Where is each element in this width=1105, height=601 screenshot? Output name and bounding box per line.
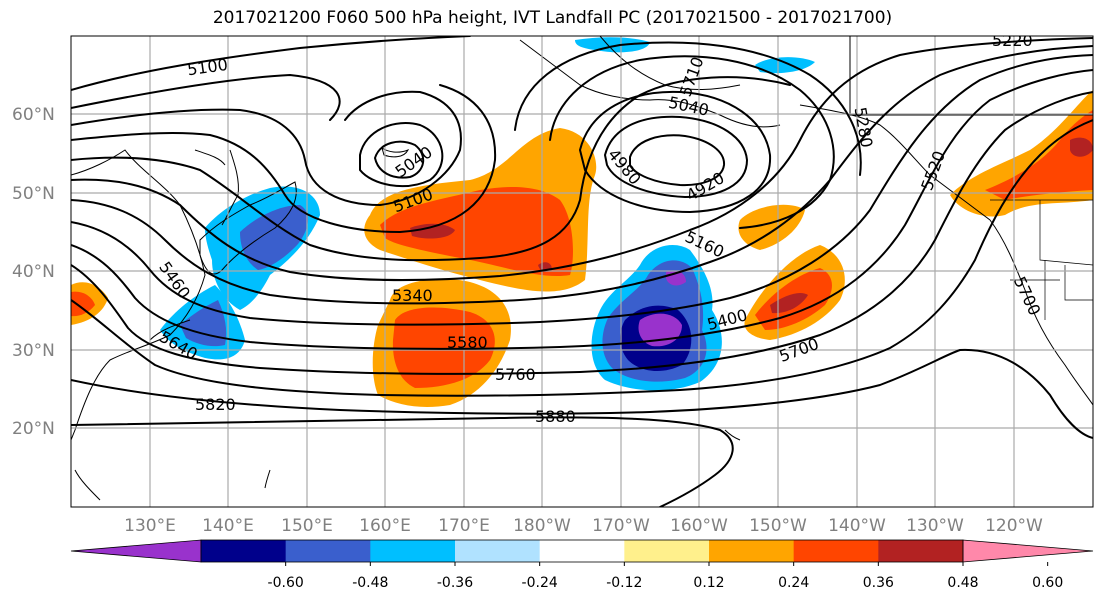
lon-label: 130°W bbox=[906, 516, 964, 536]
colorbar-segment bbox=[878, 540, 964, 562]
latitude-labels: 60°N 50°N 40°N 30°N 20°N bbox=[12, 105, 55, 439]
colorbar-segment bbox=[285, 540, 371, 562]
colorbar-tick-label: -0.36 bbox=[437, 575, 473, 591]
colorbar-extend-min bbox=[70, 539, 202, 563]
coastlines bbox=[71, 36, 1093, 501]
colorbar-tick-label: 0.48 bbox=[947, 575, 978, 591]
longitude-labels: 130°E 140°E 150°E 160°E 170°E 180°W 170°… bbox=[124, 516, 1043, 536]
country-borders bbox=[990, 199, 1093, 320]
colorbar-segment bbox=[624, 540, 710, 562]
map-frame bbox=[70, 35, 1094, 508]
lon-label: 160°E bbox=[359, 516, 411, 536]
lon-label: 140°W bbox=[828, 516, 886, 536]
colorbar-tick-label: -0.24 bbox=[522, 575, 558, 591]
colorbar-tick-label: -0.12 bbox=[606, 575, 642, 591]
colorbar-segment bbox=[370, 540, 456, 562]
lat-label: 60°N bbox=[12, 105, 55, 125]
lon-label: 150°E bbox=[281, 516, 333, 536]
lon-label: 140°E bbox=[202, 516, 254, 536]
contour-label: 5820 bbox=[195, 395, 236, 414]
contour-label: 5760 bbox=[495, 365, 536, 384]
colorbar-tick-label: -0.48 bbox=[352, 575, 388, 591]
lon-label: 150°W bbox=[749, 516, 807, 536]
colorbar-segment bbox=[201, 540, 287, 562]
ivt-shading bbox=[71, 37, 1093, 407]
colorbar-segment bbox=[709, 540, 795, 562]
lon-label: 160°W bbox=[670, 516, 728, 536]
colorbar-segment bbox=[793, 540, 879, 562]
lon-label: 130°E bbox=[124, 516, 176, 536]
lon-label: 180°W bbox=[513, 516, 571, 536]
colorbar-tick-label: 0.24 bbox=[778, 575, 809, 591]
colorbar-ticks: -0.60 -0.48 -0.36 -0.24 -0.12 0.12 0.24 0.36 0.4… bbox=[268, 562, 1063, 591]
height-contours bbox=[71, 36, 1093, 507]
colorbar-tick-label: 0.60 bbox=[1032, 575, 1063, 591]
map-plot-area: 5100 5040 5100 5460 5640 5340 5580 5760 … bbox=[71, 31, 1093, 507]
colorbar-segment bbox=[455, 540, 541, 562]
colorbar bbox=[70, 539, 1094, 563]
lat-label: 50°N bbox=[12, 184, 55, 204]
lat-label: 30°N bbox=[12, 341, 55, 361]
lon-label: 170°E bbox=[438, 516, 490, 536]
map-title: 2017021200 F060 500 hPa height, IVT Land… bbox=[212, 8, 893, 28]
lon-label: 120°W bbox=[985, 516, 1043, 536]
colorbar-tick-label: -0.60 bbox=[268, 575, 304, 591]
lat-label: 20°N bbox=[12, 419, 55, 439]
contour-label: 5580 bbox=[447, 333, 488, 352]
colorbar-tick-label: 0.36 bbox=[863, 575, 894, 591]
lat-label: 40°N bbox=[12, 262, 55, 282]
contour-label: 5340 bbox=[392, 286, 433, 305]
contour-label: 5220 bbox=[992, 31, 1033, 50]
colorbar-segment bbox=[539, 540, 625, 562]
colorbar-extend-max bbox=[962, 539, 1094, 563]
contour-label: 5880 bbox=[535, 407, 576, 426]
colorbar-frame bbox=[200, 539, 964, 563]
lon-label: 170°W bbox=[592, 516, 650, 536]
colorbar-tick-label: 0.12 bbox=[693, 575, 724, 591]
